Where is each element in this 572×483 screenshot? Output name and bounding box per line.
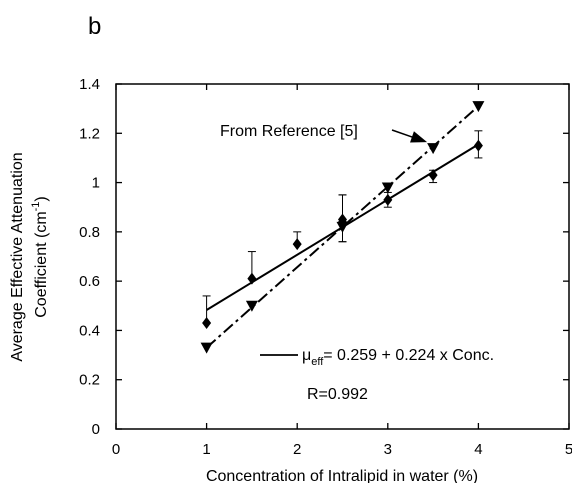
axis-tick-labels: 0 1 2 3 4 5 0 0.2 0.4 0.6 0.8 1 1.2 1.4 — [79, 76, 572, 458]
x-axis-title: Concentration of Intralipid in water (%) — [206, 468, 478, 483]
x-tick-label: 3 — [384, 441, 392, 458]
triangle-marker — [472, 101, 485, 113]
y-tick-label: 0.6 — [79, 273, 100, 290]
y-tick-label: 1 — [92, 175, 100, 192]
triangle-marker — [427, 143, 440, 155]
x-tick-label: 1 — [202, 441, 210, 458]
x-tick-label: 0 — [112, 441, 120, 458]
diamond-marker — [247, 272, 257, 285]
axis-ticks — [115, 83, 570, 430]
y-axis-title-line1: Average Effective Attenuation — [9, 152, 26, 361]
diamond-marker — [428, 169, 438, 182]
y-tick-label: 0.2 — [79, 372, 100, 389]
plot-frame — [115, 83, 570, 430]
legend-rest: = 0.259 + 0.224 x Conc. — [323, 347, 494, 364]
y-tick-label: 0.4 — [79, 322, 100, 339]
triangle-marker — [200, 342, 213, 354]
diamond-marker — [383, 193, 393, 206]
y-axis-title-line2-main: Coefficient (cm — [33, 211, 50, 317]
legend: μeff= 0.259 + 0.224 x Conc. R=0.992 — [260, 347, 494, 403]
legend-sub: eff — [311, 356, 324, 368]
panel-label: b — [88, 13, 101, 40]
y-axis-title-sup: -1 — [30, 202, 42, 212]
legend-r-value: R=0.992 — [307, 386, 368, 403]
legend-mu: μ — [302, 347, 311, 364]
x-tick-label: 5 — [565, 441, 572, 458]
annotation-arrow-head — [410, 131, 428, 143]
y-axis-title: Average Effective Attenuation Coefficien… — [9, 152, 50, 361]
triangle-marker — [336, 221, 349, 233]
triangle-marker — [245, 300, 258, 312]
reference-annotation: From Reference [5] — [220, 123, 428, 143]
x-tick-label: 4 — [474, 441, 482, 458]
data-markers — [200, 101, 485, 354]
diamond-marker — [473, 139, 483, 152]
y-axis-title-close: ) — [33, 196, 50, 201]
x-tick-label: 2 — [293, 441, 301, 458]
diamond-marker — [202, 317, 212, 330]
y-axis-title-line2: Coefficient (cm-1) — [30, 196, 50, 318]
y-tick-label: 1.2 — [79, 125, 100, 142]
annotation-text: From Reference [5] — [220, 123, 358, 140]
y-tick-label: 1.4 — [79, 76, 100, 93]
y-tick-label: 0.8 — [79, 224, 100, 241]
y-tick-label: 0 — [92, 421, 100, 438]
diamond-marker — [292, 238, 302, 251]
legend-label: μeff= 0.259 + 0.224 x Conc. — [302, 347, 494, 368]
triangle-marker — [381, 182, 394, 194]
annotation-arrow-line — [391, 129, 416, 139]
